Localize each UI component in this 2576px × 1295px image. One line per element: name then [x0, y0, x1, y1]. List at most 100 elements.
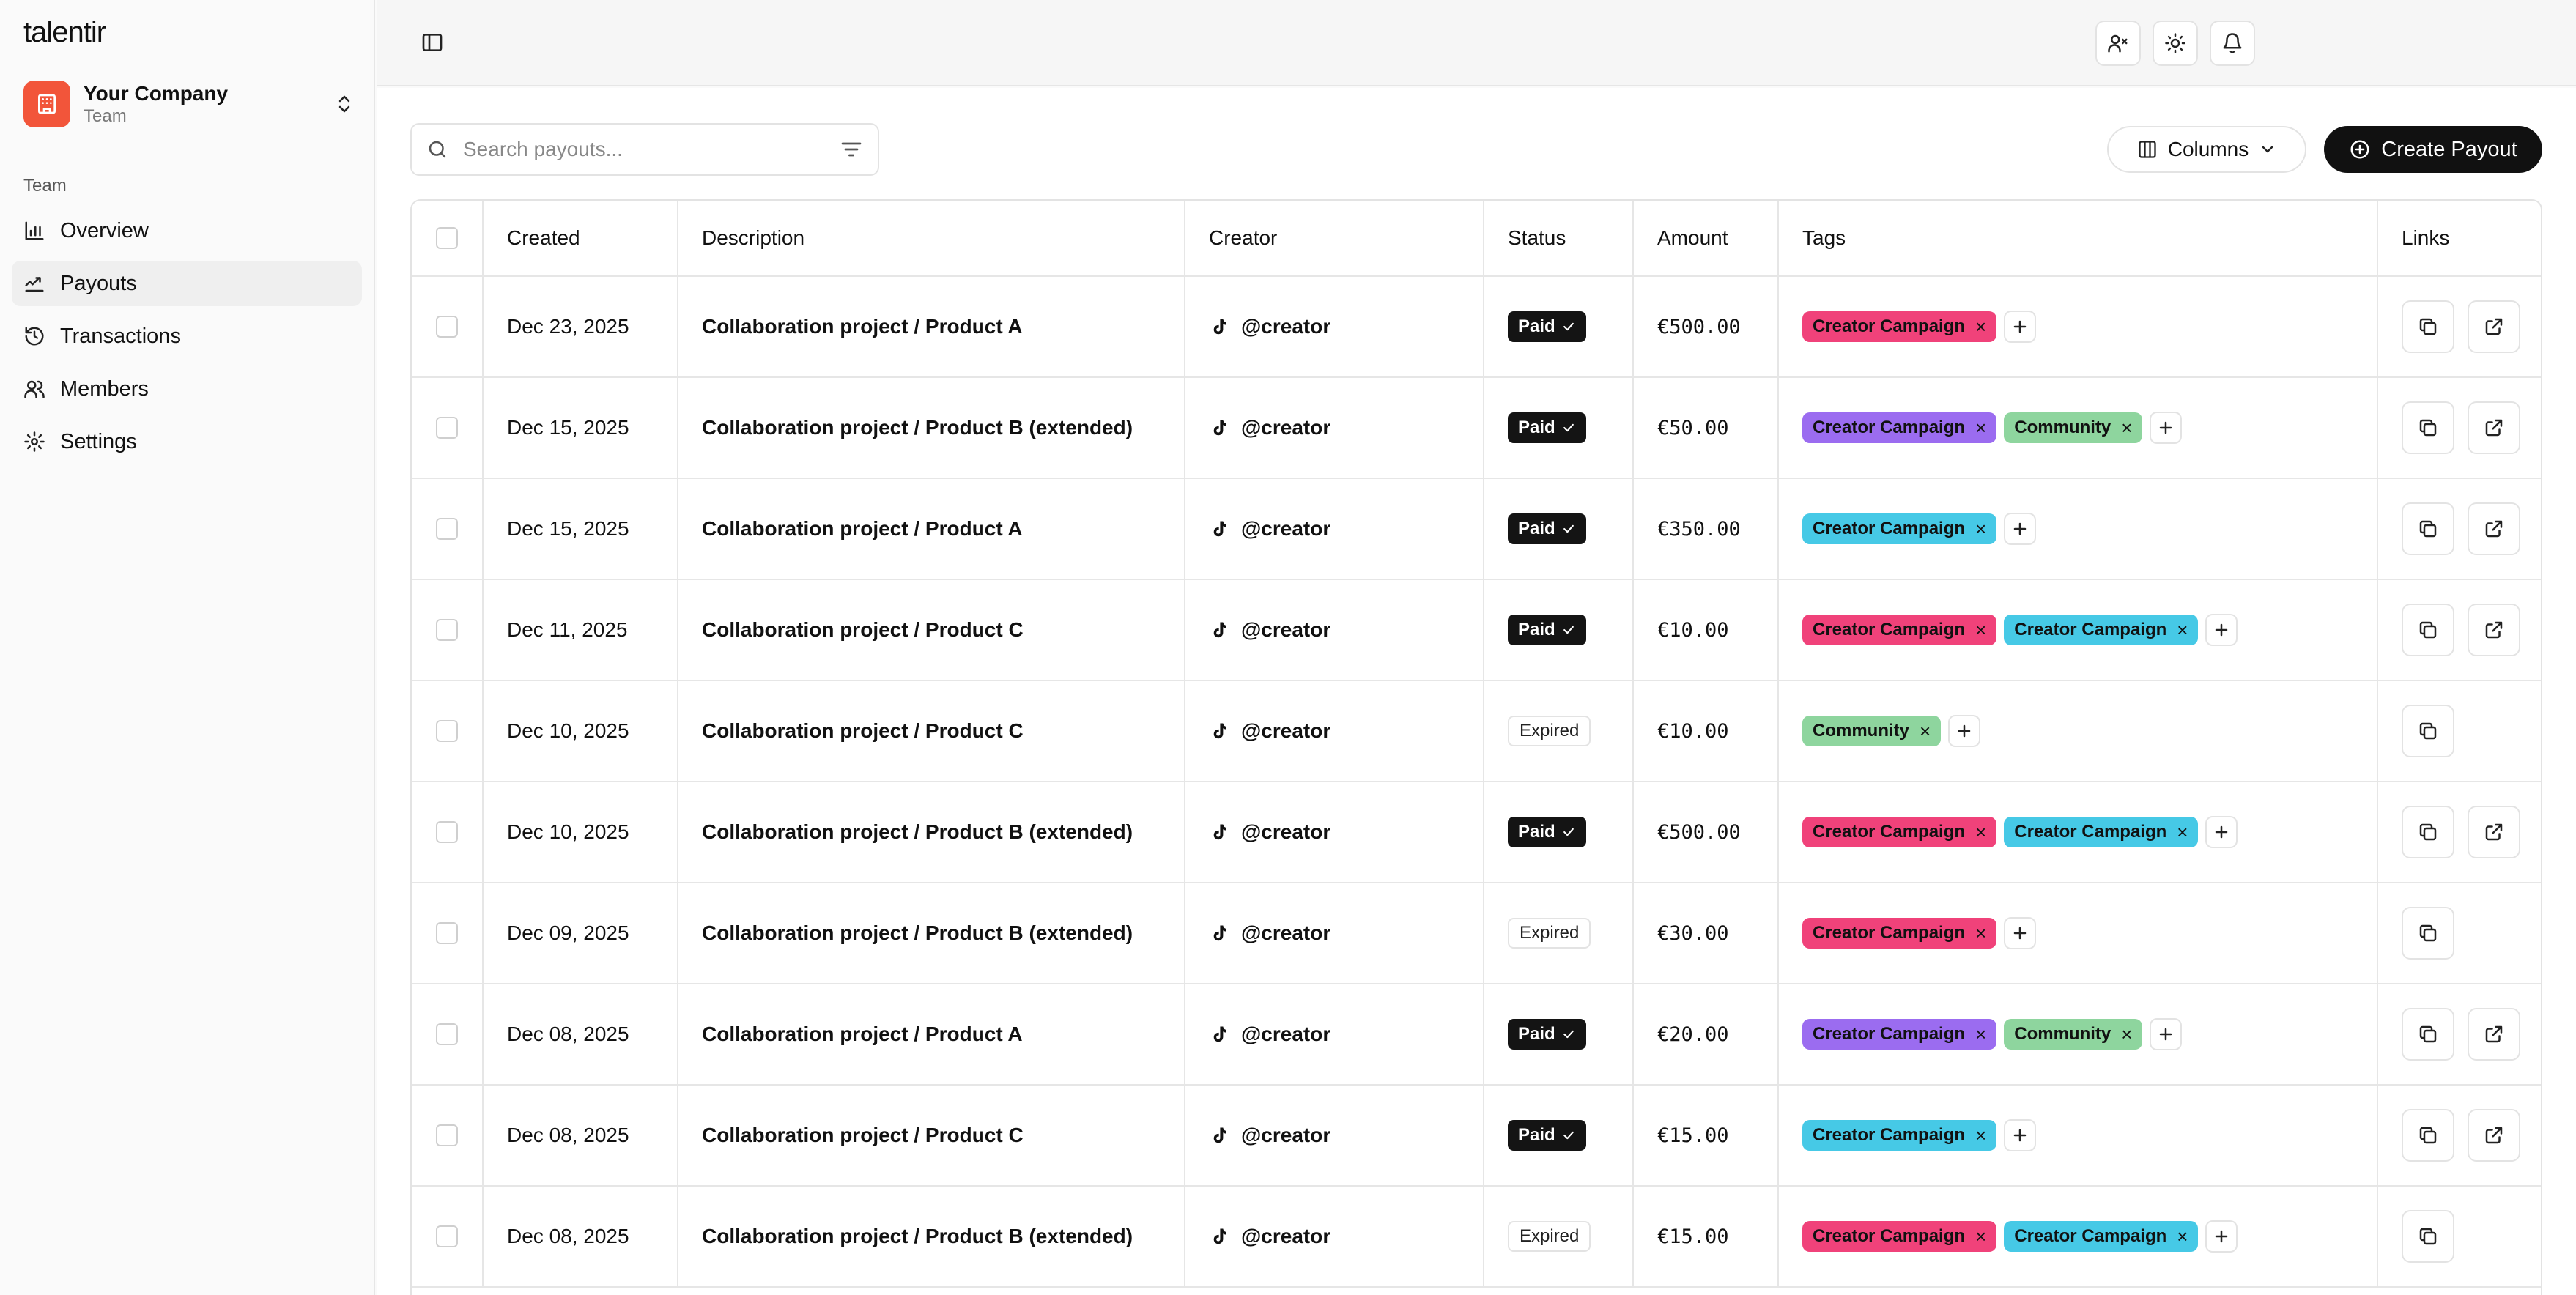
remove-tag-icon[interactable]: ×	[1975, 1225, 1987, 1247]
sidebar-item-overview[interactable]: Overview	[12, 208, 362, 253]
creator-link[interactable]: @creator	[1209, 618, 1330, 642]
remove-tag-icon[interactable]: ×	[1975, 1124, 1987, 1146]
status-badge: Paid	[1508, 817, 1586, 847]
table-row[interactable]: Dec 15, 2025 Collaboration project / Prod…	[412, 479, 2541, 580]
row-checkbox[interactable]	[436, 821, 458, 843]
row-checkbox[interactable]	[436, 518, 458, 540]
user-x-button[interactable]	[2095, 21, 2141, 66]
row-checkbox[interactable]	[436, 1023, 458, 1045]
links-cell	[2378, 681, 2541, 781]
remove-tag-icon[interactable]: ×	[1975, 820, 1987, 843]
remove-tag-icon[interactable]: ×	[1920, 719, 1931, 742]
nav-section-label: Team	[23, 176, 67, 196]
add-tag-button[interactable]	[1948, 715, 1981, 747]
header-description[interactable]: Description	[678, 201, 1185, 275]
remove-tag-icon[interactable]: ×	[2177, 820, 2188, 843]
creator-link[interactable]: @creator	[1209, 315, 1330, 338]
open-link-button[interactable]	[2468, 604, 2520, 656]
copy-link-button[interactable]	[2402, 806, 2454, 858]
creator-link[interactable]: @creator	[1209, 820, 1330, 844]
theme-toggle-button[interactable]	[2153, 21, 2198, 66]
add-tag-button[interactable]	[2205, 816, 2238, 848]
sidebar-toggle-icon[interactable]	[418, 28, 447, 57]
remove-tag-icon[interactable]: ×	[2177, 1225, 2188, 1247]
add-tag-button[interactable]	[2004, 311, 2037, 343]
search-box[interactable]	[410, 123, 879, 176]
header-links[interactable]: Links	[2402, 226, 2450, 249]
open-link-button[interactable]	[2468, 1008, 2520, 1061]
copy-link-button[interactable]	[2402, 1008, 2454, 1061]
creator-link[interactable]: @creator	[1209, 1124, 1330, 1147]
copy-link-button[interactable]	[2402, 907, 2454, 960]
sidebar-item-settings[interactable]: Settings	[12, 419, 362, 464]
add-tag-button[interactable]	[2150, 1018, 2183, 1050]
filter-icon[interactable]	[840, 138, 863, 161]
remove-tag-icon[interactable]: ×	[1975, 921, 1987, 944]
open-link-button[interactable]	[2468, 806, 2520, 858]
sidebar-item-payouts[interactable]: Payouts	[12, 261, 362, 306]
add-tag-button[interactable]	[2205, 1220, 2238, 1253]
open-link-button[interactable]	[2468, 300, 2520, 353]
table-row[interactable]: Dec 08, 2025 Collaboration project / Prod…	[412, 1086, 2541, 1187]
header-created[interactable]: Created	[484, 201, 678, 275]
copy-link-button[interactable]	[2402, 300, 2454, 353]
remove-tag-icon[interactable]: ×	[1975, 618, 1987, 641]
remove-tag-icon[interactable]: ×	[1975, 416, 1987, 439]
table-row[interactable]: Dec 08, 2025 Collaboration project / Prod…	[412, 1187, 2541, 1288]
creator-handle: @creator	[1241, 921, 1331, 944]
open-link-button[interactable]	[2468, 1109, 2520, 1162]
creator-link[interactable]: @creator	[1209, 517, 1330, 541]
creator-link[interactable]: @creator	[1209, 1225, 1330, 1248]
columns-button[interactable]: Columns	[2107, 126, 2306, 173]
search-input[interactable]	[463, 138, 840, 161]
add-tag-button[interactable]	[2150, 412, 2183, 444]
remove-tag-icon[interactable]: ×	[1975, 517, 1987, 540]
creator-link[interactable]: @creator	[1209, 719, 1330, 743]
create-payout-button[interactable]: Create Payout	[2324, 126, 2542, 173]
remove-tag-icon[interactable]: ×	[2177, 618, 2188, 641]
add-tag-button[interactable]	[2004, 1119, 2037, 1151]
creator-link[interactable]: @creator	[1209, 1023, 1330, 1046]
sidebar-item-transactions[interactable]: Transactions	[12, 313, 362, 359]
open-link-button[interactable]	[2468, 401, 2520, 454]
notifications-button[interactable]	[2210, 21, 2255, 66]
copy-link-button[interactable]	[2402, 401, 2454, 454]
table-row[interactable]: Dec 15, 2025 Collaboration project / Prod…	[412, 378, 2541, 479]
remove-tag-icon[interactable]: ×	[1975, 315, 1987, 338]
copy-link-button[interactable]	[2402, 604, 2454, 656]
header-tags[interactable]: Tags	[1779, 201, 2378, 275]
row-checkbox[interactable]	[436, 922, 458, 944]
remove-tag-icon[interactable]: ×	[1975, 1023, 1987, 1045]
add-tag-button[interactable]	[2004, 917, 2037, 949]
add-tag-button[interactable]	[2205, 614, 2238, 646]
row-checkbox[interactable]	[436, 316, 458, 338]
table-row[interactable]: Dec 08, 2025 Collaboration project / Prod…	[412, 984, 2541, 1086]
header-status[interactable]: Status	[1484, 201, 1634, 275]
creator-link[interactable]: @creator	[1209, 416, 1330, 439]
row-checkbox[interactable]	[436, 1124, 458, 1146]
copy-link-button[interactable]	[2402, 502, 2454, 555]
header-creator[interactable]: Creator	[1185, 201, 1484, 275]
creator-link[interactable]: @creator	[1209, 921, 1330, 945]
copy-link-button[interactable]	[2402, 1210, 2454, 1263]
remove-tag-icon[interactable]: ×	[2121, 1023, 2133, 1045]
row-checkbox[interactable]	[436, 720, 458, 742]
table-row[interactable]: Dec 10, 2025 Collaboration project / Prod…	[412, 681, 2541, 782]
remove-tag-icon[interactable]: ×	[2121, 416, 2133, 439]
select-all-checkbox[interactable]	[436, 227, 458, 249]
row-checkbox[interactable]	[436, 619, 458, 641]
header-amount[interactable]: Amount	[1634, 201, 1779, 275]
copy-link-button[interactable]	[2402, 1109, 2454, 1162]
table-row[interactable]: Dec 23, 2025 Collaboration project / Prod…	[412, 277, 2541, 378]
add-tag-button[interactable]	[2004, 513, 2037, 545]
sidebar-item-members[interactable]: Members	[12, 366, 362, 412]
table-row[interactable]: Dec 09, 2025 Collaboration project / Prod…	[412, 883, 2541, 984]
app-logo[interactable]: talentir	[23, 16, 106, 48]
open-link-button[interactable]	[2468, 502, 2520, 555]
workspace-switcher[interactable]: Your Company Team	[23, 79, 355, 129]
copy-link-button[interactable]	[2402, 705, 2454, 757]
row-checkbox[interactable]	[436, 1225, 458, 1247]
table-row[interactable]: Dec 11, 2025 Collaboration project / Prod…	[412, 580, 2541, 681]
table-row[interactable]: Dec 10, 2025 Collaboration project / Prod…	[412, 782, 2541, 883]
row-checkbox[interactable]	[436, 417, 458, 439]
